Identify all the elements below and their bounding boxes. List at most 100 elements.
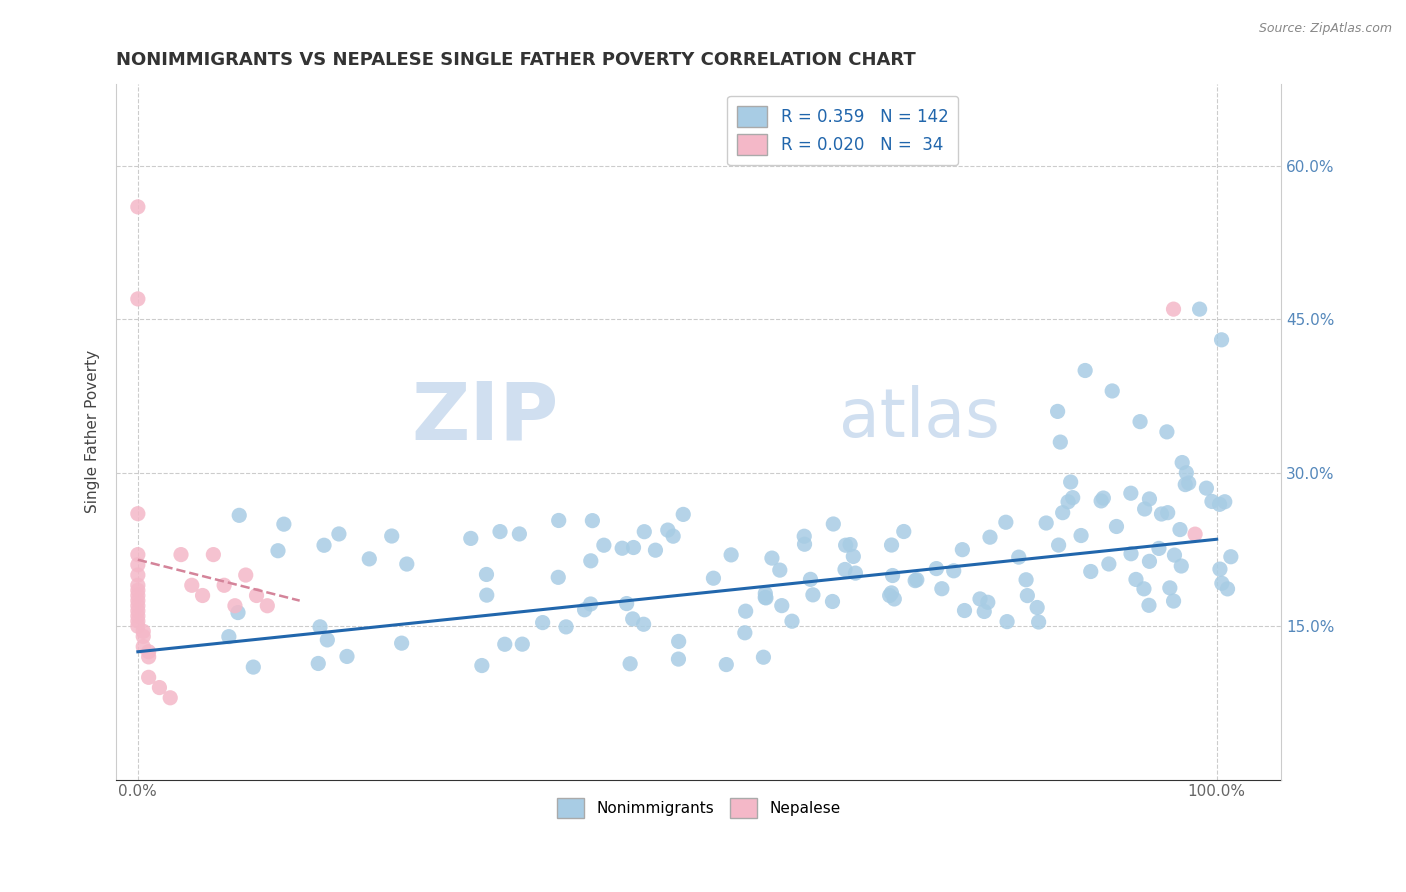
Point [267, 543, 290, 558]
Point [942, 564, 965, 578]
Point [931, 582, 953, 596]
Point [309, 620, 332, 634]
Point [1211, 333, 1233, 347]
Point [475, 588, 498, 602]
Point [1008, 550, 1031, 565]
Point [616, 597, 638, 611]
Point [127, 578, 149, 592]
Point [579, 597, 602, 611]
Point [256, 599, 278, 613]
Point [799, 572, 821, 586]
Point [1062, 491, 1084, 505]
Point [132, 629, 155, 643]
Point [224, 599, 246, 613]
Point [218, 630, 240, 644]
Point [1170, 559, 1192, 574]
Point [995, 615, 1018, 629]
Point [780, 614, 803, 628]
Point [880, 586, 903, 600]
Point [893, 524, 915, 539]
Point [381, 529, 404, 543]
Point [755, 591, 778, 605]
Point [1174, 477, 1197, 491]
Point [1059, 475, 1081, 489]
Point [555, 620, 578, 634]
Point [1195, 481, 1218, 495]
Text: NONIMMIGRANTS VS NEPALESE SINGLE FATHER POVERTY CORRELATION CHART: NONIMMIGRANTS VS NEPALESE SINGLE FATHER … [117, 51, 917, 69]
Text: Source: ZipAtlas.com: Source: ZipAtlas.com [1258, 22, 1392, 36]
Point [793, 537, 815, 551]
Point [1074, 363, 1097, 377]
Point [672, 508, 695, 522]
Point [761, 551, 783, 566]
Point [734, 604, 756, 618]
Point [1211, 576, 1233, 591]
Point [235, 568, 257, 582]
Point [547, 513, 569, 527]
Point [769, 563, 792, 577]
Point [1119, 547, 1142, 561]
Point [1129, 415, 1152, 429]
Point [1070, 528, 1092, 542]
Point [882, 568, 904, 582]
Point [1216, 582, 1239, 596]
Point [127, 200, 149, 214]
Point [1171, 456, 1194, 470]
Point [489, 524, 512, 539]
Point [1080, 565, 1102, 579]
Point [212, 578, 235, 592]
Point [228, 508, 250, 523]
Point [1125, 573, 1147, 587]
Point [668, 652, 690, 666]
Point [925, 561, 948, 575]
Point [1017, 589, 1039, 603]
Point [138, 645, 160, 659]
Point [1098, 557, 1121, 571]
Point [950, 542, 973, 557]
Point [1092, 491, 1115, 505]
Point [547, 570, 569, 584]
Point [592, 538, 614, 552]
Point [127, 599, 149, 613]
Point [127, 619, 149, 633]
Point [1209, 562, 1232, 576]
Point [148, 681, 170, 695]
Point [132, 640, 155, 654]
Point [1163, 302, 1185, 317]
Point [754, 591, 776, 605]
Point [1156, 425, 1178, 439]
Point [821, 594, 844, 608]
Point [973, 605, 995, 619]
Point [508, 527, 530, 541]
Point [1208, 497, 1230, 511]
Point [245, 589, 267, 603]
Point [127, 604, 149, 618]
Legend: Nonimmigrants, Nepalese: Nonimmigrants, Nepalese [551, 792, 846, 824]
Point [879, 589, 901, 603]
Point [581, 514, 603, 528]
Point [657, 523, 679, 537]
Point [842, 549, 865, 564]
Point [619, 657, 641, 671]
Point [1049, 435, 1071, 450]
Point [138, 670, 160, 684]
Point [1147, 541, 1170, 556]
Point [273, 517, 295, 532]
Point [202, 548, 225, 562]
Point [1052, 506, 1074, 520]
Point [475, 567, 498, 582]
Point [633, 617, 655, 632]
Point [1201, 494, 1223, 508]
Text: atlas: atlas [838, 385, 1000, 451]
Point [579, 554, 602, 568]
Point [716, 657, 738, 672]
Point [734, 625, 756, 640]
Point [1213, 495, 1236, 509]
Point [1119, 486, 1142, 500]
Point [159, 690, 181, 705]
Point [793, 529, 815, 543]
Point [953, 603, 976, 617]
Point [770, 599, 793, 613]
Point [1168, 523, 1191, 537]
Point [316, 632, 339, 647]
